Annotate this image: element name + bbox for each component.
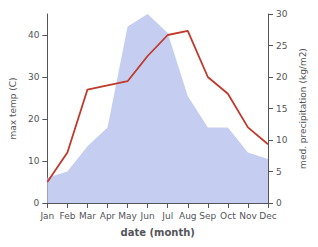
svg-text:Nov: Nov [239,211,257,221]
svg-text:Aug: Aug [179,211,197,221]
svg-text:Sep: Sep [199,211,216,221]
svg-text:Mar: Mar [79,211,96,221]
svg-text:25: 25 [276,41,287,51]
svg-text:Apr: Apr [100,211,116,221]
svg-text:10: 10 [276,135,288,145]
svg-text:Jun: Jun [140,211,155,221]
svg-text:max temp (C): max temp (C) [8,77,18,139]
svg-text:date (month): date (month) [120,227,194,238]
svg-text:20: 20 [28,114,40,124]
svg-text:10: 10 [28,156,40,166]
svg-text:15: 15 [276,104,287,114]
svg-text:40: 40 [28,30,40,40]
svg-text:Oct: Oct [220,211,236,221]
svg-text:30: 30 [276,9,288,19]
svg-text:0: 0 [276,198,282,208]
svg-text:Jan: Jan [39,211,54,221]
svg-text:May: May [118,211,137,221]
svg-text:med. precipitation (kg/m2): med. precipitation (kg/m2) [298,48,308,169]
svg-text:30: 30 [28,72,40,82]
svg-text:20: 20 [276,72,288,82]
svg-text:0: 0 [34,198,40,208]
svg-text:Dec: Dec [259,211,276,221]
svg-text:Jul: Jul [161,211,173,221]
svg-text:5: 5 [276,167,282,177]
svg-text:Feb: Feb [59,211,75,221]
